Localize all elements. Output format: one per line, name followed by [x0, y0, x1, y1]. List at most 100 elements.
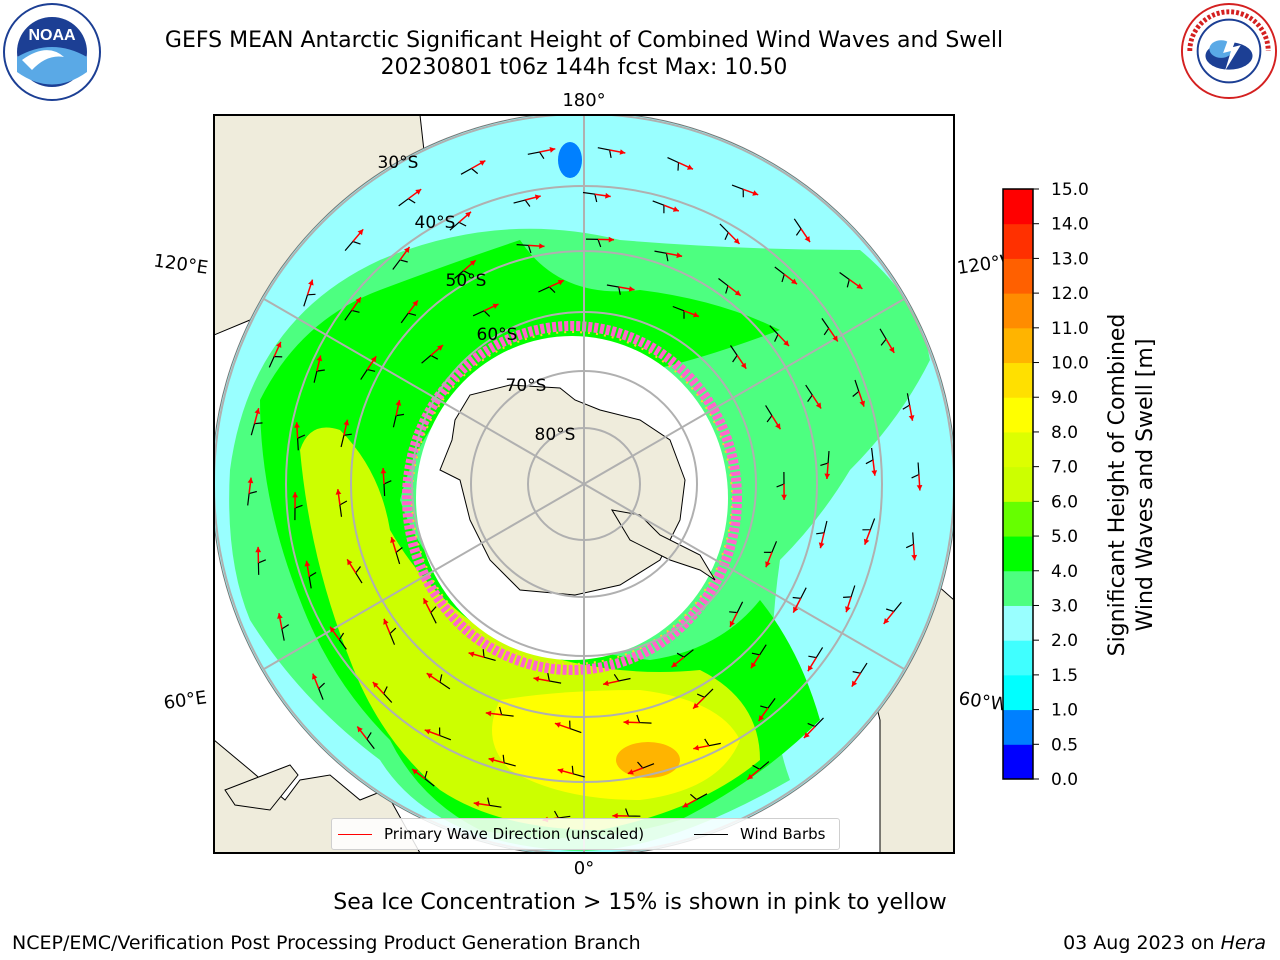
wave-direction-arrowhead: [469, 260, 476, 266]
wave-direction-arrowhead: [412, 769, 418, 775]
wave-direction-arrowhead: [619, 149, 626, 155]
wave-direction-arrowhead: [672, 206, 679, 212]
colorbar-bin: [1003, 362, 1033, 398]
colorbar-bin: [1003, 223, 1033, 259]
wave-direction-arrowhead: [804, 236, 810, 243]
colorbar-bin: [1003, 674, 1033, 711]
wave-direction-arrowhead: [627, 769, 634, 775]
wave-direction-arrowhead: [355, 297, 361, 304]
wave-direction-arrowhead: [824, 473, 831, 479]
wave-direction-arrowhead: [791, 278, 797, 285]
wave-direction-arrowhead: [277, 613, 283, 619]
colorbar-label-line2: Wind Waves and Swell [m]: [1133, 339, 1158, 632]
wave-direction-arrowhead: [871, 470, 878, 476]
colorbar-tick-label: 13.0: [1051, 249, 1089, 269]
colorbar-tick-label: 11.0: [1051, 319, 1089, 339]
map-legend: Primary Wave Direction (unscaled) Wind B…: [331, 818, 840, 850]
lat-label-50s: 50°S: [446, 271, 487, 291]
wave-direction-arrowhead: [608, 236, 614, 243]
chart-title: GEFS MEAN Antarctic Significant Height o…: [164, 28, 1004, 53]
wave-direction-arrowhead: [424, 729, 431, 735]
wave-direction-arrowhead: [612, 813, 618, 819]
wave-direction-arrowhead: [554, 722, 561, 728]
legend-wave-swatch: [338, 833, 372, 835]
wave-direction-arrowhead: [347, 559, 353, 566]
wave-band-max: [616, 742, 680, 778]
wave-direction-arrowhead: [734, 290, 741, 296]
wave-direction-arrowhead: [357, 726, 363, 733]
wave-direction-arrowhead: [908, 415, 915, 421]
legend-item-wave: Primary Wave Direction (unscaled): [338, 825, 644, 843]
wave-band-8m: [492, 690, 740, 800]
colorbar-bin: [1003, 431, 1033, 468]
wave-direction-arrowhead: [343, 419, 350, 426]
wave-direction-arrowhead: [473, 801, 480, 807]
lat-label-30s: 30°S: [378, 153, 419, 173]
wave-direction-arrowhead: [479, 160, 486, 166]
wave-direction-arrowhead: [815, 402, 822, 409]
colorbar-bin: [1003, 709, 1033, 745]
wave-direction-arrows: [247, 147, 923, 823]
wave-direction-arrowhead: [423, 598, 429, 605]
wave-direction-arrowhead: [832, 335, 838, 342]
wave-direction-arrowhead: [911, 554, 918, 561]
wave-direction-arrowhead: [758, 715, 764, 721]
colorbar-bin: [1003, 293, 1033, 329]
wave-direction-arrowhead: [247, 477, 254, 484]
wave-direction-arrowhead: [693, 311, 699, 318]
lat-label-70s: 70°S: [506, 376, 547, 396]
wave-direction-arrowhead: [255, 546, 262, 553]
lon-label-180: 180°: [562, 90, 605, 111]
colorbar-tick-label: 10.0: [1051, 354, 1089, 374]
colorbar-bin: [1003, 258, 1033, 294]
wave-direction-arrowhead: [603, 680, 609, 686]
wave-direction-arrowhead: [426, 673, 433, 679]
lat-label-80s: 80°S: [535, 425, 576, 445]
wave-direction-arrowhead: [304, 560, 311, 567]
wave-direction-arrowhead: [676, 252, 683, 258]
wave-direction-arrowhead: [557, 280, 564, 286]
legend-item-barbs: Wind Barbs: [694, 825, 825, 843]
wave-direction-arrowhead: [671, 661, 678, 668]
colorbar-tick-label: 14.0: [1051, 215, 1089, 235]
colorbar-tick-label: 0.0: [1051, 770, 1078, 790]
colorbar-bin: [1003, 536, 1033, 572]
wave-direction-arrowhead: [693, 702, 699, 709]
wave-direction-arrowhead: [308, 279, 314, 286]
wave-direction-arrowhead: [856, 283, 863, 289]
wave-direction-arrowhead: [775, 423, 781, 430]
wave-direction-arrowhead: [276, 341, 282, 348]
lat-label-60s: 60°S: [477, 325, 518, 345]
colorbar-tick-label: 7.0: [1051, 458, 1078, 478]
wave-direction-arrowhead: [807, 665, 814, 672]
colorbar-tick-label: 3.0: [1051, 596, 1078, 616]
sea-ice-caption: Sea Ice Concentration > 15% is shown in …: [333, 890, 947, 915]
colorbar-tick-label: 0.5: [1051, 735, 1078, 755]
colorbar-bin: [1003, 397, 1033, 433]
wave-direction-arrowhead: [793, 606, 799, 613]
wave-direction-arrowhead: [605, 192, 611, 199]
wave-direction-arrowhead: [803, 732, 810, 738]
madagascar-land: [224, 764, 299, 811]
legend-barbs-label: Wind Barbs: [740, 825, 826, 843]
colorbar-ticks: 0.0 0.5 1.0 1.5 2.0 3.0 4.0 5.0 6.0 7.0 8.0 9.0 10.0…: [1033, 180, 1089, 790]
colorbar-bin: [1003, 327, 1033, 364]
wave-direction-arrowhead: [693, 744, 699, 751]
wave-direction-arrowhead: [370, 356, 377, 363]
wave-direction-arrowhead: [404, 247, 410, 253]
wave-direction-arrowhead: [859, 400, 865, 407]
wave-direction-arrowhead: [468, 651, 475, 658]
colorbar-bin: [1003, 466, 1033, 502]
wave-direction-arrowhead: [380, 468, 387, 474]
wave-direction-arrowhead: [549, 147, 556, 153]
colorbar-bin: [1003, 744, 1033, 780]
colorbar-bin: [1003, 605, 1033, 641]
noaa-logo: NOAA: [3, 3, 101, 101]
colorbar-tick-label: 4.0: [1051, 562, 1078, 582]
wave-direction-arrowhead: [687, 164, 693, 170]
wave-direction-arrowhead: [330, 626, 336, 633]
wave-direction-arrowhead: [557, 768, 564, 774]
wave-direction-arrowhead: [488, 757, 495, 763]
